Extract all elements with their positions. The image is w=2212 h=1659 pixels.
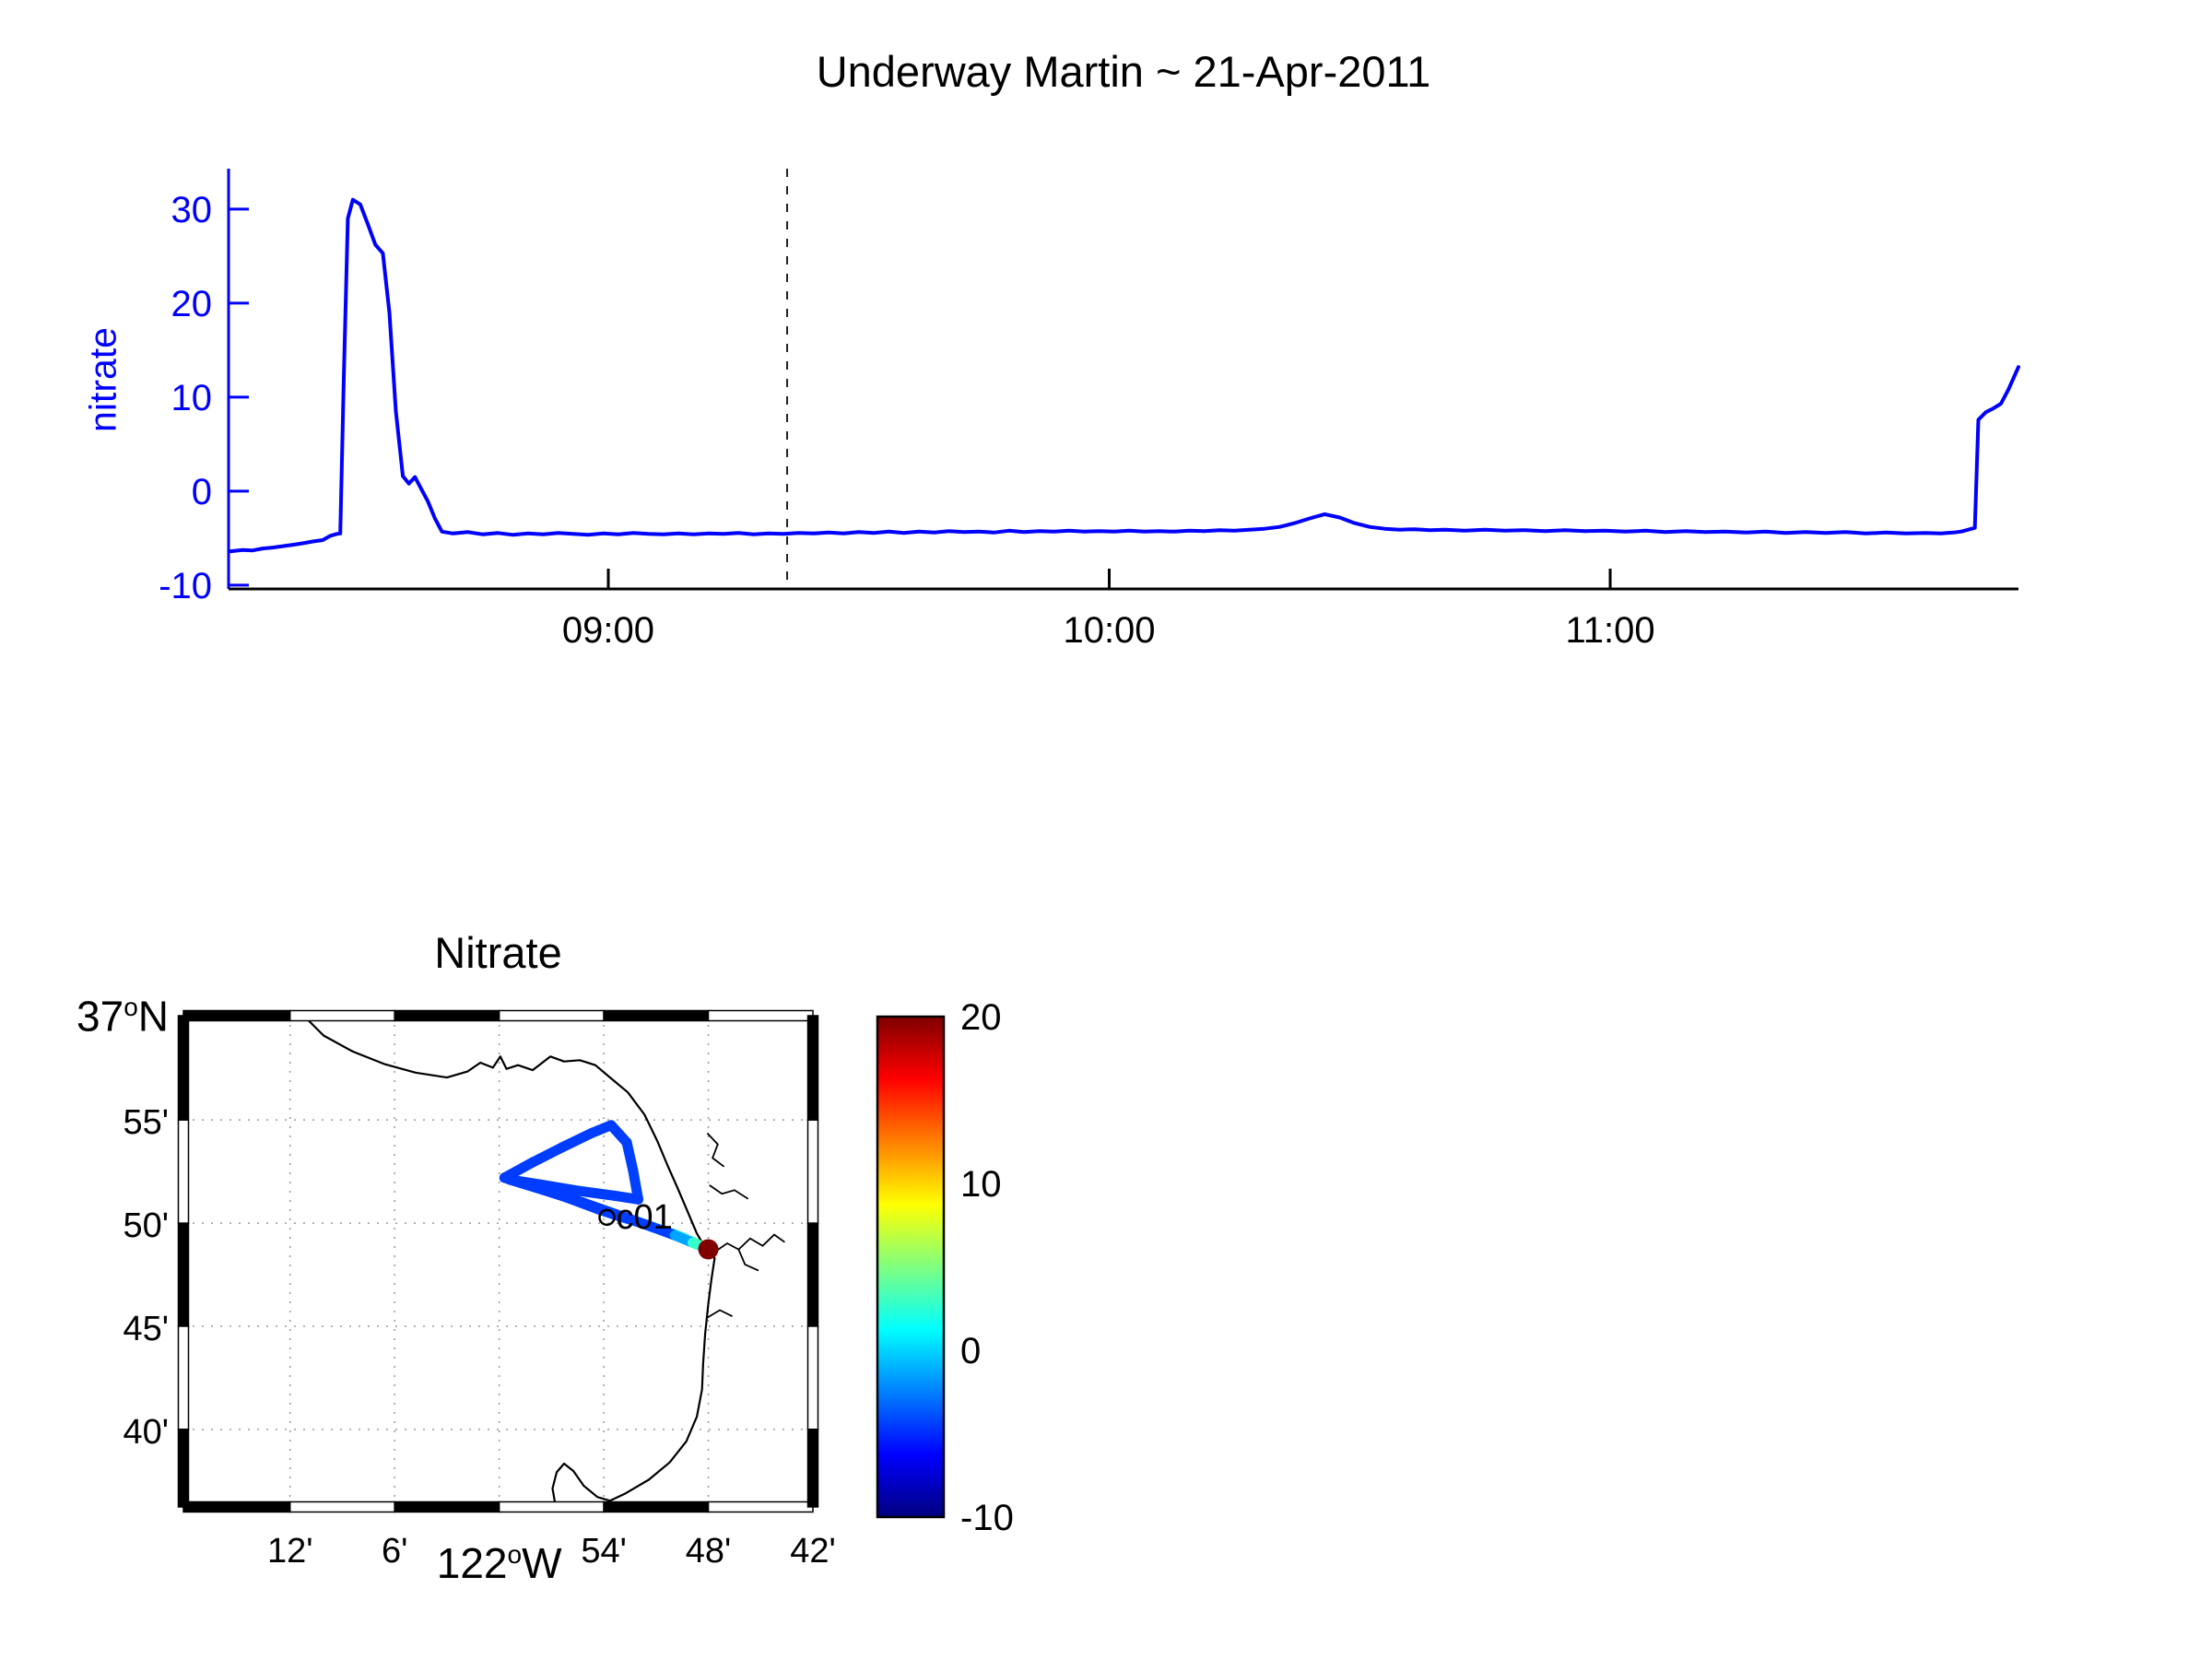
- station-marker: [598, 1208, 616, 1227]
- map-frame-segment: [182, 1009, 291, 1022]
- y-tick-label: 20: [171, 284, 213, 324]
- map-x-tick-label: 122oW: [437, 1539, 562, 1587]
- map-y-tick-label: 55': [123, 1103, 169, 1142]
- map-frame-segment: [177, 1119, 190, 1224]
- track-segment: [557, 1128, 596, 1153]
- map-frame-segment: [707, 1500, 814, 1513]
- x-tick-label: 10:00: [1063, 610, 1155, 651]
- coastline: [302, 1016, 716, 1507]
- map-frame-segment: [182, 1500, 291, 1513]
- track-segment: [572, 1185, 619, 1201]
- timeseries-title: Underway Martin ~ 21-Apr-2011: [816, 47, 1431, 96]
- map-frame-segment: [806, 1119, 819, 1224]
- map-frame-segment: [177, 1222, 190, 1327]
- map-y-tick-label: 50': [123, 1206, 169, 1245]
- nitrate-series-line: [228, 197, 2020, 554]
- map-frame-segment: [177, 1015, 190, 1121]
- map-x-tick-label: 48': [686, 1532, 732, 1571]
- station-label: c01: [616, 1198, 672, 1237]
- x-tick-label: 11:00: [1565, 610, 1654, 651]
- y-tick-label: -10: [159, 566, 212, 606]
- colorbar-tick-label: 20: [960, 997, 1002, 1038]
- map-frame-segment: [394, 1009, 500, 1022]
- map-y-tick-label: 37oN: [76, 992, 169, 1040]
- x-tick-label: 09:00: [562, 610, 654, 651]
- track-segment: [527, 1142, 568, 1168]
- map-frame-segment: [603, 1500, 710, 1513]
- map-frame-segment: [394, 1500, 500, 1513]
- timeseries-ylabel: nitrate: [81, 327, 124, 432]
- map-frame-segment: [806, 1222, 819, 1327]
- river-line: [706, 1309, 733, 1319]
- map-frame-segment: [806, 1015, 819, 1121]
- colorbar-tick-label: 0: [960, 1331, 981, 1371]
- map-frame-segment: [177, 1325, 190, 1430]
- map-x-tick-label: 42': [790, 1532, 836, 1571]
- map-x-tick-label: 54': [581, 1532, 627, 1571]
- map-y-tick-label: 40': [123, 1413, 169, 1452]
- map-frame-segment: [498, 1500, 605, 1513]
- y-tick-label: 30: [171, 190, 213, 230]
- river-line: [713, 1233, 785, 1253]
- y-tick-label: 0: [192, 472, 212, 512]
- track-segment: [541, 1185, 588, 1208]
- map-x-tick-label: 6': [382, 1532, 407, 1571]
- river-line: [709, 1184, 749, 1200]
- map-frame-segment: [288, 1009, 395, 1022]
- map-frame-segment: [707, 1009, 814, 1022]
- map-frame-segment: [498, 1009, 605, 1022]
- track-segment: [504, 1174, 552, 1196]
- map-title: Nitrate: [434, 928, 562, 977]
- colorbar-gradient: [876, 1015, 946, 1519]
- track-segment: [535, 1179, 583, 1196]
- map-frame-segment: [177, 1429, 190, 1508]
- map-frame-segment: [603, 1009, 710, 1022]
- colorbar-tick-label: 10: [960, 1164, 1002, 1205]
- track-segment: [614, 1210, 655, 1231]
- map-frame-segment: [806, 1325, 819, 1430]
- river-line: [706, 1132, 725, 1168]
- track-end-marker: [698, 1239, 719, 1260]
- map-y-tick-label: 45': [123, 1310, 169, 1348]
- map-frame-segment: [806, 1429, 819, 1508]
- y-tick-label: 10: [171, 378, 213, 418]
- map-frame-segment: [288, 1500, 395, 1513]
- map-x-tick-label: 12': [267, 1532, 313, 1571]
- river-line: [737, 1249, 759, 1272]
- colorbar-tick-label: -10: [960, 1498, 1014, 1538]
